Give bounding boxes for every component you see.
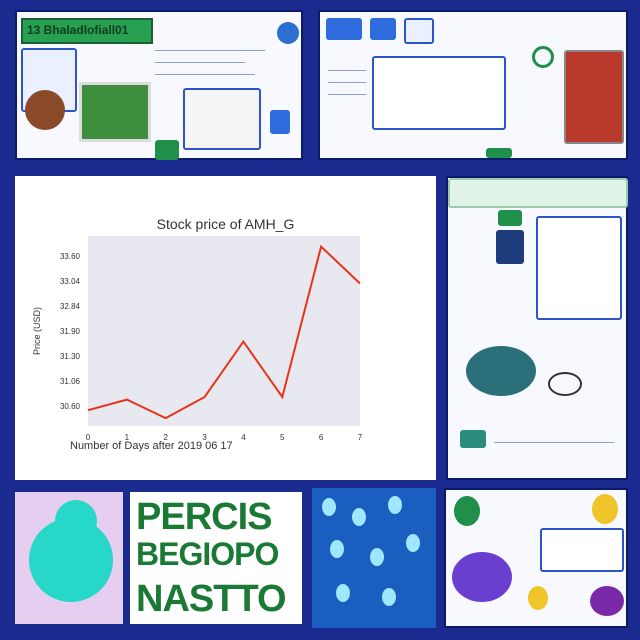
teal-button[interactable] xyxy=(460,430,486,448)
toolbar-button[interactable] xyxy=(370,18,396,40)
x-axis-label: Number of Days after 2019 06 17 xyxy=(70,440,233,452)
pattern-dot xyxy=(406,534,420,552)
divider xyxy=(155,50,265,51)
list-panel[interactable] xyxy=(536,216,622,320)
divider xyxy=(328,94,366,95)
bottom-text-panel: PERCIS BEGIOPO NASTTO xyxy=(130,492,302,624)
pattern-dot xyxy=(330,540,344,558)
globe-icon[interactable] xyxy=(277,22,299,44)
avatar xyxy=(25,90,65,130)
toolbar-button[interactable] xyxy=(326,18,362,40)
header-banner: 13 Bhaladlofiall01 xyxy=(21,18,153,44)
fish-icon[interactable] xyxy=(452,552,512,602)
pattern-dot xyxy=(322,498,336,516)
profile-icon[interactable] xyxy=(454,496,480,526)
header-text: 13 Bhaladlofiall01 xyxy=(27,23,129,37)
refresh-icon[interactable] xyxy=(532,46,554,68)
bird-icon[interactable] xyxy=(466,346,536,396)
text-line-2: BEGIOPO xyxy=(136,536,279,572)
pattern-panel xyxy=(312,488,436,628)
pattern-dot xyxy=(352,508,366,526)
cluster-image[interactable] xyxy=(55,500,97,542)
header-strip xyxy=(448,178,628,208)
device-icon[interactable] xyxy=(496,230,524,264)
pattern-dot xyxy=(336,584,350,602)
chart-title: Stock price of AMH_G xyxy=(156,216,295,232)
graph-window[interactable] xyxy=(183,88,261,150)
bar-chart-thumbnail[interactable] xyxy=(372,56,506,130)
toolbar-button[interactable] xyxy=(404,18,434,44)
bottom-right-panel xyxy=(444,488,628,628)
green-button[interactable] xyxy=(486,148,512,158)
text-line-3: NASTTO xyxy=(136,578,287,620)
divider xyxy=(328,82,366,83)
glasses-icon[interactable] xyxy=(548,372,582,396)
green-button[interactable] xyxy=(155,140,179,160)
top-right-panel xyxy=(318,10,628,160)
pattern-dot xyxy=(382,588,396,606)
purple-button[interactable] xyxy=(590,586,624,616)
divider xyxy=(155,62,245,63)
right-middle-panel xyxy=(446,176,628,480)
vial-icon[interactable] xyxy=(498,210,522,226)
bottom-left-panel xyxy=(15,492,123,624)
chart-thumbnail[interactable] xyxy=(540,528,624,572)
divider xyxy=(328,70,366,71)
top-left-panel: 13 Bhaladlofiall01 xyxy=(15,10,303,160)
yellow-button[interactable] xyxy=(592,494,618,524)
text-line-1: PERCIS xyxy=(136,496,272,538)
blue-button[interactable] xyxy=(270,110,290,134)
pattern-dot xyxy=(388,496,402,514)
leaf-image[interactable] xyxy=(79,82,151,142)
divider xyxy=(155,74,255,75)
chart-window: Stock price of AMH_G xyxy=(15,176,436,480)
heart-diagram[interactable] xyxy=(564,50,624,144)
yellow-button[interactable] xyxy=(528,586,548,610)
divider xyxy=(494,442,614,443)
pattern-dot xyxy=(370,548,384,566)
